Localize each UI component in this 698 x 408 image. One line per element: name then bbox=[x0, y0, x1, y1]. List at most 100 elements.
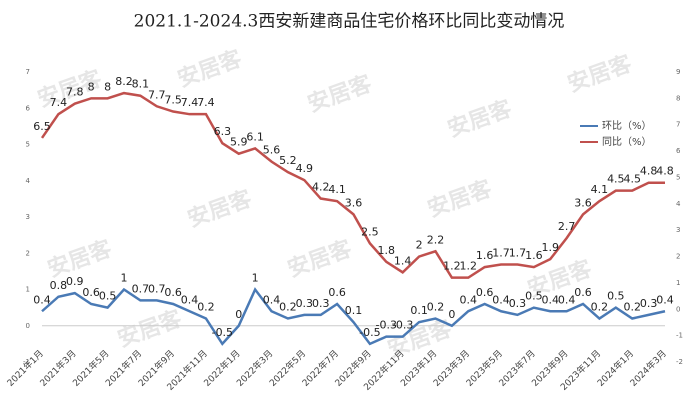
y-tick-label: 6 bbox=[26, 104, 31, 112]
data-label: 6.1 bbox=[246, 130, 264, 143]
data-label: 1.7 bbox=[509, 246, 527, 259]
data-label: 4.5 bbox=[607, 173, 625, 186]
data-label: 0.2 bbox=[197, 301, 215, 314]
y-tick-label: 4 bbox=[26, 177, 31, 185]
y2-tick-label: 6 bbox=[676, 147, 681, 155]
data-label: 8.1 bbox=[132, 78, 150, 91]
data-label: 0.4 bbox=[263, 293, 281, 306]
data-label: 0.5 bbox=[607, 290, 625, 303]
data-label: 0 bbox=[235, 308, 242, 321]
data-label: 7.4 bbox=[197, 96, 215, 109]
data-label: 0.4 bbox=[460, 293, 478, 306]
data-label: 0.2 bbox=[591, 301, 609, 314]
series-line bbox=[41, 287, 666, 346]
legend-label: 环比（%） bbox=[602, 120, 652, 132]
data-label: 2.2 bbox=[427, 233, 445, 246]
data-label: 7.4 bbox=[50, 96, 68, 109]
data-label: 0.4 bbox=[541, 293, 559, 306]
data-label: 1 bbox=[120, 272, 127, 285]
y2-tick-label: 9 bbox=[676, 68, 680, 76]
watermark: 安居客 bbox=[184, 185, 256, 232]
watermark: 安居客 bbox=[174, 45, 246, 92]
data-label: -0.3 bbox=[376, 319, 397, 332]
data-label: 1 bbox=[252, 272, 259, 285]
y2-tick-label: -1 bbox=[676, 332, 683, 340]
data-label: 1.4 bbox=[394, 254, 412, 267]
data-label: 0.3 bbox=[509, 297, 527, 310]
data-label: 0.4 bbox=[181, 293, 199, 306]
data-label: 2.5 bbox=[361, 225, 379, 238]
y-tick-label: -1 bbox=[23, 358, 30, 366]
data-label: 1.6 bbox=[476, 249, 494, 262]
y-tick-label: 0 bbox=[26, 322, 30, 330]
data-label: 8 bbox=[104, 80, 111, 93]
data-label: 7.7 bbox=[148, 88, 166, 101]
data-label: 4.1 bbox=[591, 183, 609, 196]
data-label: 0.2 bbox=[279, 301, 297, 314]
data-label: 0.1 bbox=[410, 304, 428, 317]
data-label: 6.5 bbox=[33, 120, 51, 133]
data-label: 4.9 bbox=[296, 162, 314, 175]
data-label: 0.2 bbox=[427, 301, 445, 314]
data-label: 1.8 bbox=[378, 244, 396, 257]
watermark: 安居客 bbox=[564, 50, 636, 97]
data-label: 0.4 bbox=[558, 293, 576, 306]
data-label: 4.5 bbox=[623, 173, 641, 186]
y2-tick-label: 7 bbox=[676, 121, 680, 129]
data-label: 3.6 bbox=[574, 196, 592, 209]
data-label: 0.3 bbox=[296, 297, 314, 310]
data-label: 5.6 bbox=[263, 144, 281, 157]
data-label: 7.4 bbox=[181, 96, 199, 109]
y2-tick-label: 2 bbox=[676, 253, 680, 261]
data-label: 5.9 bbox=[230, 136, 248, 149]
data-label: 4.1 bbox=[328, 183, 346, 196]
y2-tick-label: 4 bbox=[676, 200, 681, 208]
y-tick-label: 3 bbox=[26, 213, 30, 221]
data-label: -0.3 bbox=[392, 319, 413, 332]
data-label: 0.9 bbox=[66, 275, 84, 288]
data-label: 4.8 bbox=[656, 165, 674, 178]
data-label: 0.3 bbox=[640, 297, 658, 310]
data-label: 0.4 bbox=[492, 293, 510, 306]
data-label: 1.2 bbox=[443, 260, 461, 273]
data-label: 7.8 bbox=[66, 86, 84, 99]
data-label: -0.5 bbox=[212, 326, 233, 339]
watermark: 安居客 bbox=[444, 95, 516, 142]
y2-tick-label: 0 bbox=[676, 305, 680, 313]
data-label: 1.7 bbox=[492, 246, 510, 259]
data-label: 6.3 bbox=[214, 125, 232, 138]
data-label: 7.5 bbox=[164, 94, 182, 107]
data-label: 1.9 bbox=[541, 241, 559, 254]
y-tick-label: 1 bbox=[26, 286, 30, 294]
series-line bbox=[40, 91, 665, 279]
data-label: 3.6 bbox=[345, 196, 363, 209]
y-tick-label: 7 bbox=[26, 68, 30, 76]
y2-tick-label: 8 bbox=[676, 94, 680, 102]
data-label: 4.8 bbox=[640, 165, 658, 178]
data-label: 0.6 bbox=[574, 286, 592, 299]
data-label: 2.7 bbox=[558, 220, 576, 233]
data-label: 0.5 bbox=[99, 290, 117, 303]
data-label: 0.2 bbox=[623, 301, 641, 314]
data-label: 0.8 bbox=[50, 279, 68, 292]
watermark: 安居客 bbox=[304, 70, 376, 117]
data-label: 0.6 bbox=[164, 286, 182, 299]
data-label: 0.6 bbox=[476, 286, 494, 299]
watermark: 安居客 bbox=[114, 305, 186, 352]
watermark: 安居客 bbox=[284, 235, 356, 282]
data-label: 1.2 bbox=[460, 260, 478, 273]
data-label: 0.5 bbox=[525, 290, 543, 303]
y-tick-label: 5 bbox=[26, 141, 30, 149]
data-label: 2 bbox=[416, 239, 423, 252]
data-label: 0.4 bbox=[33, 293, 51, 306]
data-label: 0.4 bbox=[656, 293, 674, 306]
data-label: -0.5 bbox=[359, 326, 380, 339]
data-label: 8 bbox=[88, 80, 95, 93]
data-label: 0.6 bbox=[82, 286, 100, 299]
y2-tick-label: 1 bbox=[676, 279, 680, 287]
data-label: 0.7 bbox=[148, 282, 166, 295]
legend-label: 同比（%） bbox=[602, 136, 652, 148]
data-label: 0 bbox=[448, 308, 455, 321]
data-label: 0.7 bbox=[132, 282, 150, 295]
